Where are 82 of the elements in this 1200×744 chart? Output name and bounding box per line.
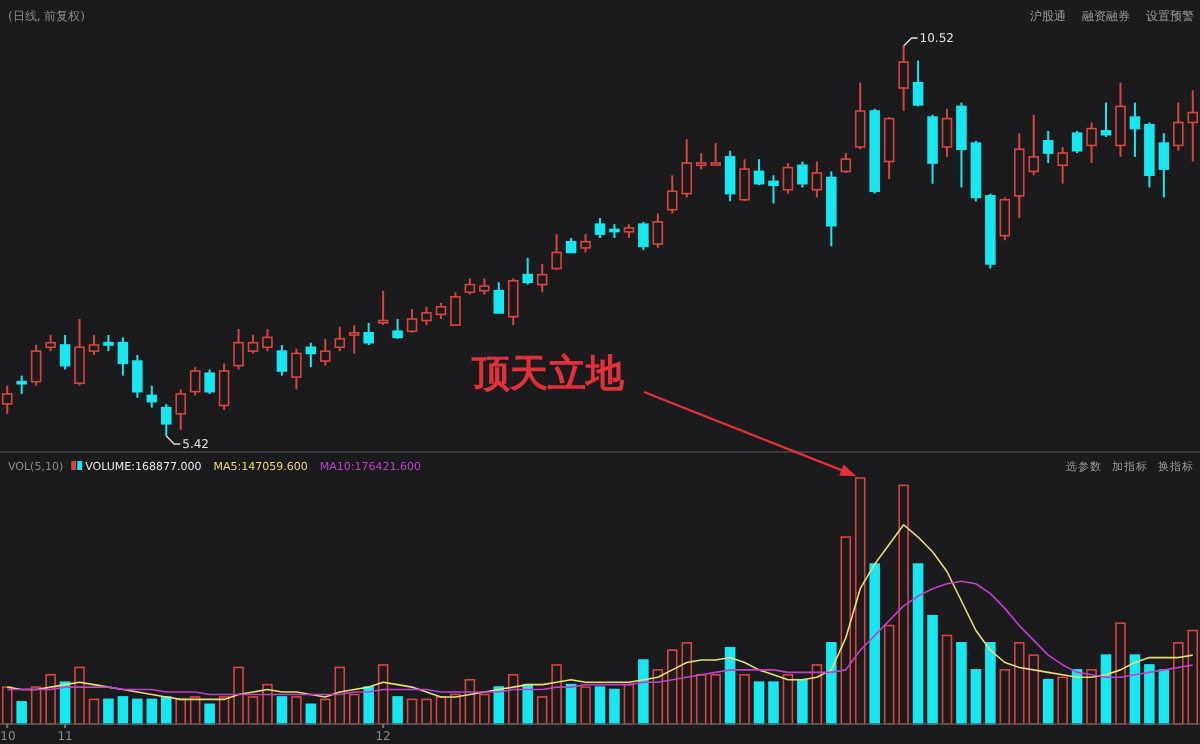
candlestick — [1042, 129, 1054, 164]
bar — [710, 674, 721, 725]
bar — [551, 664, 562, 725]
bar — [1, 686, 13, 725]
bar — [348, 693, 360, 725]
candlestick — [1129, 101, 1141, 158]
bar — [204, 703, 215, 725]
bar — [941, 634, 953, 725]
bar — [739, 674, 750, 725]
bar — [594, 686, 606, 725]
bar — [450, 693, 461, 725]
bar — [522, 683, 533, 725]
bar — [768, 681, 779, 725]
bar — [797, 678, 808, 725]
bar — [753, 681, 765, 725]
bar — [406, 698, 418, 725]
bar — [985, 642, 996, 725]
bar — [479, 693, 490, 725]
bar — [291, 696, 302, 725]
candlestick — [117, 336, 129, 377]
bar — [883, 624, 895, 725]
bar — [854, 477, 866, 725]
bar — [1144, 664, 1155, 725]
bar — [869, 563, 880, 725]
bar — [999, 669, 1011, 725]
candlestick — [826, 170, 837, 248]
candlestick — [1115, 81, 1126, 158]
bar — [782, 674, 794, 725]
bar — [652, 669, 664, 725]
bar — [392, 696, 403, 725]
bar — [609, 688, 620, 725]
bar — [30, 686, 42, 725]
candlestick — [941, 107, 953, 158]
candlestick — [348, 324, 360, 355]
bar — [638, 659, 649, 725]
bar — [117, 696, 129, 725]
bar — [276, 696, 288, 725]
bar — [970, 669, 982, 725]
bar — [233, 666, 244, 725]
bar — [88, 698, 100, 725]
bar — [695, 674, 707, 725]
annotation: 顶天立地 — [470, 352, 626, 396]
bar — [363, 686, 374, 725]
bar — [1158, 669, 1170, 725]
bar — [507, 674, 519, 725]
bar — [1086, 669, 1097, 725]
bar — [160, 696, 172, 725]
bar — [1042, 678, 1054, 725]
bar — [132, 698, 143, 725]
bar — [898, 484, 909, 725]
bar — [464, 678, 476, 725]
bar — [103, 698, 114, 725]
bar — [956, 642, 967, 725]
bar — [580, 686, 591, 725]
bar — [435, 696, 447, 725]
candlestick — [536, 262, 548, 294]
bar — [840, 536, 852, 725]
candlestick — [1173, 101, 1184, 152]
bar — [175, 698, 186, 725]
bar — [45, 674, 56, 725]
candlestick — [1086, 121, 1097, 164]
bar — [247, 696, 259, 725]
candlestick — [1187, 89, 1199, 163]
candlestick — [898, 45, 909, 112]
bar — [927, 614, 938, 725]
bar — [16, 701, 27, 725]
bar — [826, 642, 837, 725]
bar — [421, 698, 432, 725]
bar — [623, 683, 635, 725]
bar — [74, 666, 85, 725]
bar — [811, 664, 823, 725]
candlestick — [1014, 132, 1025, 220]
bar — [1115, 622, 1126, 725]
bar — [377, 664, 389, 725]
candlestick — [1158, 132, 1170, 199]
bar — [189, 696, 201, 725]
bar — [218, 696, 230, 725]
bar — [262, 683, 273, 725]
bar — [536, 696, 548, 725]
candlestick — [768, 174, 779, 205]
bar — [912, 563, 924, 725]
bar — [1057, 676, 1068, 725]
